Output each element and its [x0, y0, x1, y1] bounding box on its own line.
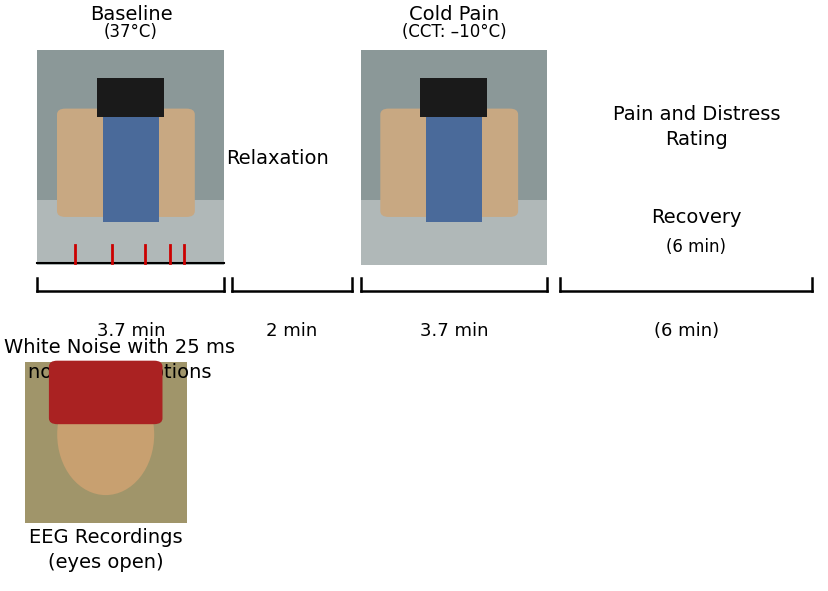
- Text: White Noise with 25 ms
noise interruptions: White Noise with 25 ms noise interruptio…: [4, 338, 235, 382]
- Text: Baseline: Baseline: [89, 5, 172, 24]
- Bar: [103, 82, 158, 222]
- Text: (6 min): (6 min): [666, 238, 725, 256]
- Bar: [360, 50, 546, 265]
- FancyBboxPatch shape: [57, 109, 195, 217]
- Bar: [360, 200, 546, 265]
- Text: (6 min): (6 min): [653, 322, 718, 340]
- Text: 2 min: 2 min: [266, 322, 317, 340]
- Text: EEG Recordings
(eyes open): EEG Recordings (eyes open): [29, 528, 183, 571]
- Bar: [25, 362, 186, 524]
- FancyBboxPatch shape: [49, 361, 162, 424]
- Ellipse shape: [57, 374, 154, 495]
- Text: (CCT: –10°C): (CCT: –10°C): [402, 23, 506, 41]
- Bar: [426, 82, 481, 222]
- Text: 3.7 min: 3.7 min: [420, 322, 488, 340]
- FancyBboxPatch shape: [380, 109, 518, 217]
- Bar: [360, 50, 546, 265]
- Bar: [25, 362, 186, 524]
- Text: Cold Pain: Cold Pain: [409, 5, 498, 24]
- Text: Recovery: Recovery: [650, 208, 741, 227]
- Text: Relaxation: Relaxation: [226, 150, 329, 168]
- Text: 3.7 min: 3.7 min: [97, 322, 165, 340]
- Bar: [97, 78, 164, 117]
- Bar: [37, 200, 224, 265]
- Bar: [37, 50, 224, 265]
- Bar: [420, 78, 487, 117]
- Bar: [37, 50, 224, 265]
- Text: Pain and Distress
Rating: Pain and Distress Rating: [612, 105, 779, 148]
- Text: (37°C): (37°C): [104, 23, 157, 41]
